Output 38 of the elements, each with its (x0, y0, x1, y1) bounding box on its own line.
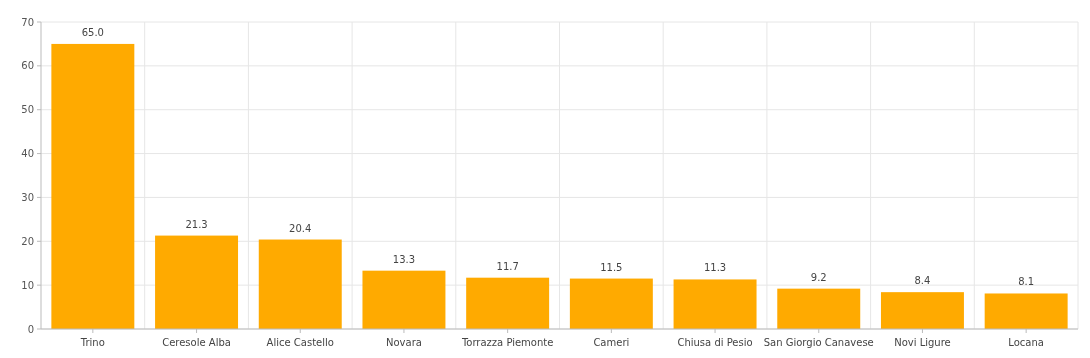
x-tick-label: Novi Ligure (894, 337, 951, 348)
data-label: 65.0 (81, 26, 104, 38)
y-tick-label: 50 (21, 104, 34, 116)
bar (673, 279, 757, 329)
bar (777, 288, 861, 329)
data-label: 11.3 (703, 262, 727, 274)
bar (155, 235, 239, 329)
y-tick-label: 40 (21, 148, 34, 160)
x-tick-label: Trino (79, 337, 105, 348)
data-label: 11.5 (600, 261, 623, 273)
data-label: 21.3 (185, 218, 208, 230)
y-tick-label: 0 (27, 323, 34, 335)
y-tick-label: 20 (21, 235, 34, 247)
x-tick-label: Cameri (593, 337, 630, 348)
x-tick-label: Chiusa di Pesio (677, 337, 753, 348)
data-label: 13.3 (392, 253, 416, 265)
bar (569, 278, 653, 329)
y-tick-label: 10 (21, 279, 34, 291)
data-label: 11.7 (496, 260, 519, 272)
y-tick-label: 60 (21, 60, 34, 72)
data-label: 8.4 (914, 275, 931, 287)
x-tick-label: Alice Castello (266, 337, 334, 348)
bar (466, 277, 550, 329)
y-tick-label: 70 (21, 16, 34, 28)
x-tick-label: Locana (1008, 337, 1044, 348)
bar (258, 239, 342, 329)
bar (51, 43, 135, 329)
y-tick-label: 30 (21, 191, 34, 203)
x-tick-label: San Giorgio Canavese (763, 337, 874, 348)
data-label: 8.1 (1018, 276, 1035, 288)
x-tick-label: Novara (386, 337, 422, 348)
x-tick-label: Torrazza Piemonte (460, 337, 554, 348)
bar (984, 293, 1068, 329)
bar (880, 292, 964, 329)
data-label: 20.4 (289, 222, 312, 234)
x-tick-label: Ceresole Alba (162, 337, 231, 348)
bar (362, 270, 446, 329)
data-label: 9.2 (810, 271, 827, 283)
